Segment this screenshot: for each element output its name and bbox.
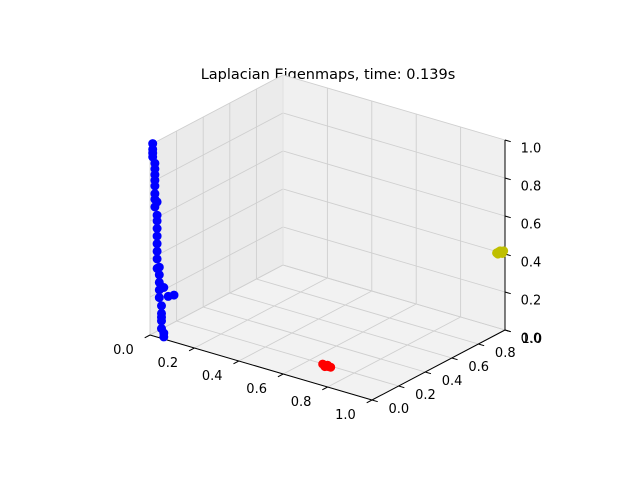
x-tick-mark-0 xyxy=(144,334,151,339)
y-tick-mark-4 xyxy=(478,343,485,347)
x-tick-label-2: 0.4 xyxy=(202,369,223,384)
y-tick-mark-2 xyxy=(425,371,432,375)
z-tick-mark-4 xyxy=(504,177,511,181)
floor-pane xyxy=(150,265,505,400)
cluster-blue-point-35 xyxy=(152,263,162,273)
z-tick-mark-3 xyxy=(504,215,511,219)
back-pane xyxy=(283,75,505,330)
x-tick-mark-1 xyxy=(188,347,195,352)
cluster-blue-point-17 xyxy=(152,246,162,256)
y-axis-line xyxy=(371,329,506,401)
z-tick-label-5: 1.0 xyxy=(521,142,542,157)
x-tick-label-1: 0.2 xyxy=(158,356,179,371)
axes-lines xyxy=(149,75,506,401)
y-tick-label-0: 0.0 xyxy=(389,402,410,417)
x-tick-mark-2 xyxy=(233,360,240,365)
cluster-red-point-5 xyxy=(326,362,336,372)
x-tick-mark-4 xyxy=(322,386,328,391)
z-tick-mark-0 xyxy=(504,329,511,333)
x-axis-line xyxy=(149,334,373,401)
y-tick-label-4: 0.8 xyxy=(495,346,516,361)
y-tick-mark-1 xyxy=(398,385,405,389)
y-tick-label-5: 1.0 xyxy=(522,332,543,347)
y-tick-mark-0 xyxy=(371,399,378,403)
cluster-blue-point-15 xyxy=(152,231,162,241)
cluster-blue-point-30 xyxy=(157,312,166,322)
x-tick-mark-5 xyxy=(366,399,373,404)
grid-line-y-4 xyxy=(255,89,479,345)
cluster-blue-point-16 xyxy=(152,239,162,249)
cluster-yellow-point-5 xyxy=(499,246,509,256)
chart-title: Laplacian Eigenmaps, time: 0.139s xyxy=(201,67,456,83)
axes-panes xyxy=(150,75,505,400)
z-tick-label-2: 0.4 xyxy=(521,256,542,271)
cluster-blue-point-33 xyxy=(163,291,173,301)
left-pane xyxy=(150,75,283,335)
y-tick-mark-3 xyxy=(451,357,458,361)
grid-line-y-2 xyxy=(202,117,426,373)
cluster-blue-point-34 xyxy=(152,197,162,207)
cluster-blue-point-31 xyxy=(159,283,169,292)
z-tick-label-3: 0.6 xyxy=(521,218,542,233)
x-tick-label-4: 0.8 xyxy=(291,395,312,410)
cluster-blue-point-8 xyxy=(150,181,160,191)
z-tick-label-0: 0.0 xyxy=(521,332,542,347)
y-tick-label-3: 0.6 xyxy=(468,360,489,375)
data-points xyxy=(148,139,509,372)
axes-ticks: 0.00.20.40.60.81.0 0.00.20.40.60.81.00.00… xyxy=(113,139,543,423)
cluster-blue-point-29 xyxy=(159,328,169,338)
z-tick-label-4: 0.8 xyxy=(521,180,542,195)
z-tick-label-1: 0.2 xyxy=(521,294,542,309)
z-tick-mark-1 xyxy=(504,291,511,295)
x-tick-label-5: 1.0 xyxy=(335,408,356,423)
grid-line-y-3 xyxy=(229,103,452,359)
cluster-blue-point-13 xyxy=(152,216,162,226)
cluster-blue-point-18 xyxy=(152,254,162,264)
x-tick-label-0: 0.0 xyxy=(113,343,134,358)
x-tick-mark-3 xyxy=(277,373,284,378)
cluster-blue-point-23 xyxy=(154,293,164,303)
z-tick-mark-5 xyxy=(504,139,511,143)
y-tick-label-1: 0.2 xyxy=(415,388,436,403)
y-tick-label-2: 0.4 xyxy=(442,374,463,389)
cluster-blue-point-14 xyxy=(152,224,162,233)
cluster-blue-point-24 xyxy=(157,301,166,311)
x-tick-label-3: 0.6 xyxy=(246,382,267,397)
